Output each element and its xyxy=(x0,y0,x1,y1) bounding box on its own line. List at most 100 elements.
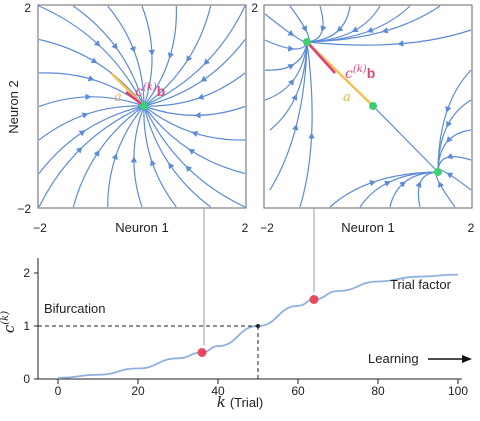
left-flow-arrowhead xyxy=(197,93,205,100)
left-fixed-point xyxy=(140,102,148,110)
left-flow-line xyxy=(143,5,177,107)
right-flow-line xyxy=(306,29,472,46)
right-flow-arrowhead xyxy=(288,79,295,86)
right-separatrix xyxy=(372,105,439,173)
left-flow-arrowhead xyxy=(203,58,210,66)
right-flow-line xyxy=(299,41,313,208)
left-flow-arrowhead xyxy=(111,153,118,160)
right-flow-arrowhead xyxy=(351,26,359,33)
left-flow-arrowhead xyxy=(75,147,83,154)
right-flow-arrowhead xyxy=(438,181,444,189)
left-flow-line xyxy=(38,105,145,141)
left-xtick-right: 2 xyxy=(242,221,249,235)
trial-point xyxy=(197,348,207,357)
left-flow-line xyxy=(72,5,145,107)
x-tick-label: 100 xyxy=(448,384,468,398)
left-flow-arrowhead xyxy=(191,130,199,137)
left-cb-label: c(k)b xyxy=(135,82,165,100)
x-tick-label: 60 xyxy=(291,384,305,398)
right-flow-arrowhead xyxy=(366,26,374,33)
right-a-label: a xyxy=(343,90,351,105)
right-flow-arrowhead xyxy=(288,45,295,52)
left-flow-line xyxy=(143,105,246,208)
right-flow-arrowhead xyxy=(446,136,453,143)
y-tick-label: 1 xyxy=(23,319,30,333)
left-flow-line xyxy=(133,105,145,208)
bottom-marks xyxy=(38,295,319,379)
right-flow-arrowhead xyxy=(301,25,307,32)
y-tick-label: 0 xyxy=(23,372,30,386)
left-ytick-bottom: −2 xyxy=(17,202,31,216)
right-xtick-right: 2 xyxy=(468,221,475,235)
left-flow-line xyxy=(143,5,246,107)
right-flow-arrowhead xyxy=(292,124,299,131)
right-flow-arrowhead xyxy=(287,29,295,36)
left-flow-line xyxy=(143,5,212,107)
curve-label: Trial factor xyxy=(390,277,452,292)
left-xtick-left: −2 xyxy=(33,221,47,235)
right-flow-arrowhead xyxy=(384,180,391,187)
left-flow-arrowhead xyxy=(185,165,192,173)
right-flow-line xyxy=(329,171,439,208)
right-flow-arrowhead xyxy=(446,172,454,179)
left-flow-line xyxy=(143,105,177,208)
right-flow-arrowhead xyxy=(446,120,452,128)
right-flow-line xyxy=(437,69,472,173)
right-flow-arrowhead xyxy=(336,25,344,32)
bifurcation-label: Bifurcation xyxy=(44,301,105,316)
right-flow-arrowhead xyxy=(415,181,422,189)
x-tick-label: 40 xyxy=(211,384,225,398)
left-flow-line xyxy=(107,105,145,208)
right-flow-line xyxy=(264,41,308,101)
left-flow-arrowhead xyxy=(78,130,86,137)
left-flow-line xyxy=(143,105,246,116)
left-flow-arrowhead xyxy=(93,40,101,47)
right-b-vector xyxy=(306,41,336,74)
left-a-label: a xyxy=(114,90,122,105)
left-flow-arrowhead xyxy=(149,159,157,167)
right-flow-arrowhead xyxy=(291,94,298,101)
right-ytick-top: 2 xyxy=(251,1,258,15)
right-flow-arrowhead xyxy=(446,152,454,160)
x-tick-label: 0 xyxy=(55,384,62,398)
left-x-axis-label: Neuron 1 xyxy=(115,220,168,235)
left-flow-line xyxy=(143,105,212,208)
right-panel-frame xyxy=(263,4,473,209)
left-flow-line xyxy=(141,5,153,107)
left-flow-line xyxy=(72,105,145,208)
left-flow-lines xyxy=(38,5,246,208)
trial-point xyxy=(309,295,319,304)
left-flow-arrowhead xyxy=(200,75,208,82)
left-flow-arrowhead xyxy=(93,150,100,157)
right-flow-lines xyxy=(264,5,472,208)
left-flow-arrowhead xyxy=(168,162,175,170)
left-flow-arrowhead xyxy=(167,52,174,59)
right-fixed-point-center xyxy=(369,102,377,110)
learning-label: Learning xyxy=(368,351,419,366)
right-flow-arrowhead xyxy=(369,180,376,187)
right-fixed-point-bottom xyxy=(434,168,442,176)
right-flow-arrowhead xyxy=(308,132,315,139)
right-flow-arrowhead xyxy=(399,181,406,188)
bottom-y-axis-label: c(k) xyxy=(0,311,18,333)
right-xtick-left: −2 xyxy=(260,221,274,235)
left-flow-line xyxy=(38,5,145,107)
right-x-axis-label: Neuron 1 xyxy=(341,220,394,235)
y-tick-label: 2 xyxy=(23,266,30,280)
left-flow-arrowhead xyxy=(148,49,155,56)
left-vectors: a c(k)b xyxy=(111,73,165,110)
bottom-x-axis-label: k (Trial) xyxy=(217,393,264,411)
left-flow-line xyxy=(38,105,145,208)
right-cb-label: c(k)b xyxy=(345,64,375,82)
left-flow-arrowhead xyxy=(111,42,118,50)
right-flow-arrowhead xyxy=(320,25,327,32)
right-vectors: a c(k)b xyxy=(303,38,442,176)
right-flow-arrowhead xyxy=(397,40,404,47)
bottom-ticks: 0 20 40 60 80 100 0 1 2 xyxy=(23,266,468,398)
left-flow-arrowhead xyxy=(130,156,138,163)
x-tick-label: 80 xyxy=(371,384,385,398)
